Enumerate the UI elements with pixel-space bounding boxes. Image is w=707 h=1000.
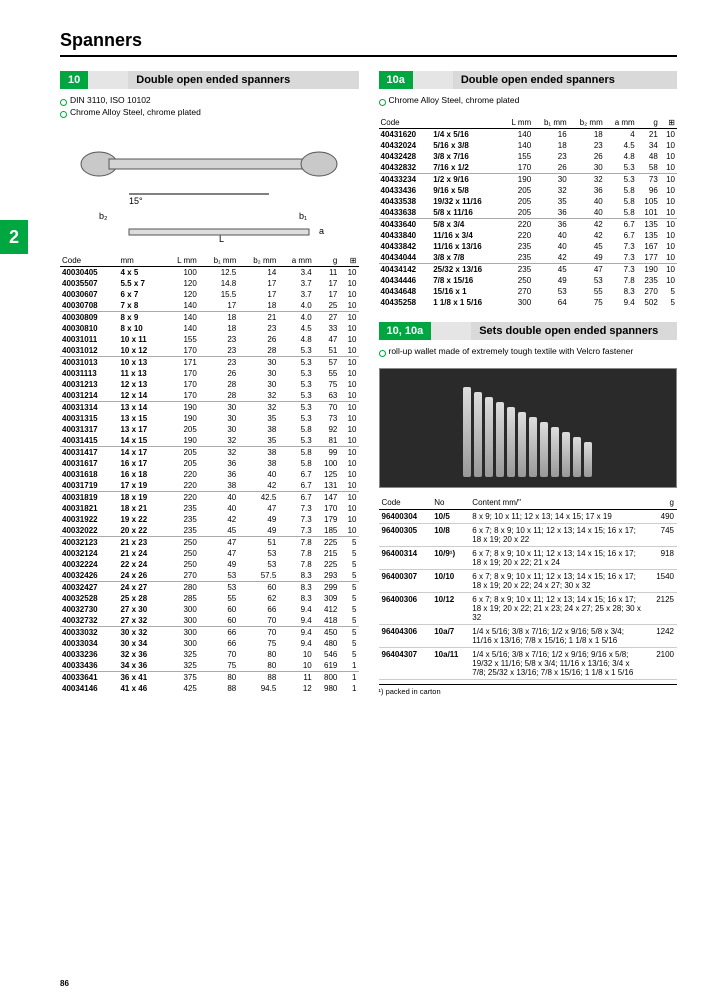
table-row: 404316201/4 x 5/16140161842110 [379,128,678,140]
table-row: 4003101210 x 1217023285.35110 [60,345,359,357]
table-row: 4003343634 x 363257580106191 [60,660,359,672]
table-row: 9640030710/106 x 7; 8 x 9; 10 x 11; 12 x… [379,569,678,592]
svg-text:b₁: b₁ [299,211,307,221]
table-row: 4003141714 x 1720532385.89910 [60,446,359,458]
table-row: 404328327/16 x 1/217026305.35810 [379,162,678,174]
section-code: 10a [379,71,413,89]
bullet-item: Chrome Alloy Steel, chrome plated [379,95,678,107]
table-row: 4003273027 x 3030060669.44125 [60,604,359,615]
table-row: 400355075.5 x 712014.8173.71710 [60,278,359,289]
table-row: 404334369/16 x 5/820532365.89610 [379,185,678,196]
section-gap [431,322,471,340]
set-photo [379,368,678,488]
page-title: Spanners [60,30,677,51]
table-row: 4043384011/16 x 3/422040426.713510 [379,230,678,241]
bullet-item: roll-up wallet made of extremely tough t… [379,346,678,358]
table-row: 4003161716 x 1720536385.810010 [60,458,359,469]
section-title: Double open ended spanners [128,71,358,89]
section-gap [88,71,128,89]
table-row: 4003364136 x 413758088118001 [60,671,359,683]
table-row: 4003323632 x 363257080105465 [60,649,359,660]
footnote: ¹) packed in carton [379,684,678,696]
table-row: 9640030410/58 x 9; 10 x 11; 12 x 13; 14 … [379,509,678,523]
page-number: 86 [60,979,69,988]
table-row: 400304054 x 510012.5143.41110 [60,266,359,278]
bullet-item: DIN 3110, ISO 10102 [60,95,359,107]
table-row: 400308098 x 914018214.02710 [60,311,359,323]
table-row: 4043414225/32 x 13/1623545477.319010 [379,263,678,275]
table-row: 4003131413 x 1419030325.37010 [60,401,359,413]
table-row: 4003182118 x 2123540477.317010 [60,503,359,514]
section-gap [413,71,453,89]
table-row: 400306076 x 712015.5173.71710 [60,289,359,300]
table-row: 4003101110 x 1115523264.84710 [60,334,359,345]
table-row: 9640031410/9¹)6 x 7; 8 x 9; 10 x 11; 12 … [379,546,678,569]
table-row: 4003212321 x 2325047517.82255 [60,536,359,548]
table-row: 4003212421 x 2425047537.82155 [60,548,359,559]
section-title: Double open ended spanners [453,71,677,89]
table-row: 4003252825 x 2828555628.33095 [60,593,359,604]
table-row: 4003121412 x 1417028325.36310 [60,390,359,402]
table-row: 404352581 1/8 x 1 5/1630064759.45025 [379,297,678,308]
section10a-bullets: Chrome Alloy Steel, chrome plated [379,95,678,107]
table-row: 4003111311 x 1317026305.35510 [60,368,359,379]
section-code: 10 [60,71,88,89]
spanner-diagram: b₂ 15° b₁ L a [60,129,359,249]
table-row: 404332341/2 x 9/1619030325.37310 [379,173,678,185]
table-row: 4003273227 x 3230060709.44185 [60,615,359,627]
table-row: 4003303230 x 3230066709.44505 [60,626,359,638]
svg-text:b₂: b₂ [99,211,108,221]
table-row: 4003141514 x 1519032355.38110 [60,435,359,447]
table-row: 4043384211/16 x 13/1623540457.316710 [379,241,678,252]
table-row: 4003171917 x 1922038426.713110 [60,480,359,492]
table-row: 4003242624 x 262705357.58.32935 [60,570,359,582]
table-row: 9640430610a/71/4 x 5/16; 3/8 x 7/16; 1/2… [379,624,678,647]
table-10: CodemmL mmb₁ mmb₂ mma mmg⊞400304054 x 51… [60,255,359,694]
table-row: 400307087 x 814017184.02510 [60,300,359,312]
table-row: 4003192219 x 2223542497.317910 [60,514,359,525]
table-row: 4003101310 x 1317123305.35710 [60,356,359,368]
table-row: 9640030610/126 x 7; 8 x 9; 10 x 11; 12 x… [379,592,678,624]
table-row: 4003303430 x 3430066759.44805 [60,638,359,649]
table-row: 9640030510/86 x 7; 8 x 9; 10 x 11; 12 x … [379,523,678,546]
table-row: 4003161816 x 1822036406.712510 [60,469,359,480]
section-header-10: 10 Double open ended spanners [60,71,359,89]
table-row: 4043464815/16 x 127053558.32705 [379,286,678,297]
table-row: 4003181918 x 192204042.56.714710 [60,491,359,503]
table-row: 404344467/8 x 15/1625049537.823510 [379,275,678,286]
table-row: 400308108 x 1014018234.53310 [60,323,359,334]
svg-text:a: a [319,226,324,236]
table-row: 404336385/8 x 11/1620536405.810110 [379,207,678,219]
section-code: 10, 10a [379,322,432,340]
table-row: 4003202220 x 2223545497.318510 [60,525,359,537]
table-row: 404320245/16 x 3/814018234.53410 [379,140,678,151]
table-sets: CodeNoContent mm/"g9640030410/58 x 9; 10… [379,496,678,680]
table-row: 404324283/8 x 7/1615523264.84810 [379,151,678,162]
table-row: 404340443/8 x 7/823542497.317710 [379,252,678,264]
section-title: Sets double open ended spanners [471,322,677,340]
table-row: 9640430710a/111/4 x 5/16; 3/8 x 7/16; 1/… [379,647,678,679]
table-row: 4003242724 x 2728053608.32995 [60,581,359,593]
table-row: 4003131513 x 1519030355.37310 [60,413,359,424]
section-header-10a: 10a Double open ended spanners [379,71,678,89]
table-10a: CodeL mmb₁ mmb₂ mma mmg⊞404316201/4 x 5/… [379,117,678,308]
table-row: 4043353819/32 x 11/1620535405.810510 [379,196,678,207]
section10-bullets: DIN 3110, ISO 10102Chrome Alloy Steel, c… [60,95,359,119]
title-rule [60,55,677,57]
bullet-item: Chrome Alloy Steel, chrome plated [60,107,359,119]
table-row: 404336405/8 x 3/422036426.713510 [379,218,678,230]
table-row: 4003131713 x 1720530385.89210 [60,424,359,435]
section-header-sets: 10, 10a Sets double open ended spanners [379,322,678,340]
svg-text:L: L [219,234,224,244]
svg-text:15°: 15° [129,196,143,206]
table-row: 4003414641 x 464258894.5129801 [60,683,359,694]
table-row: 4003121312 x 1317028305.37510 [60,379,359,390]
table-row: 4003222422 x 2425049537.82255 [60,559,359,570]
chapter-tab: 2 [0,220,28,254]
sets-bullets: roll-up wallet made of extremely tough t… [379,346,678,358]
